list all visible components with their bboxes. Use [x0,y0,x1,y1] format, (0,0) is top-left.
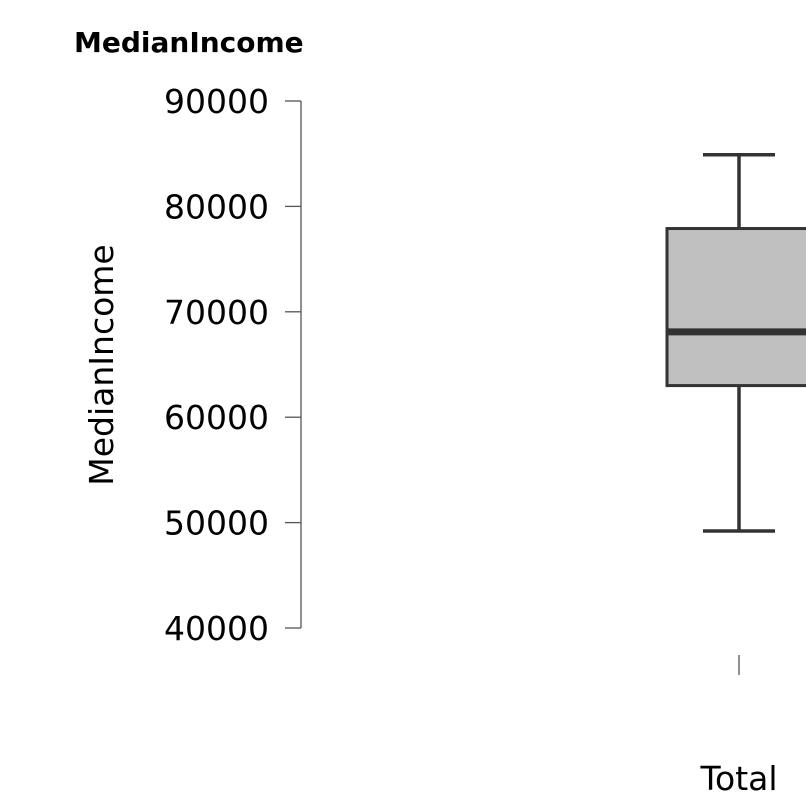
y-tick-label: 90000 [164,82,269,121]
y-tick-label: 60000 [164,398,269,437]
box-plot-total [665,153,806,533]
box-plots [665,153,806,533]
x-axis: Total [699,655,778,798]
y-axis-label: MedianIncome [82,244,121,485]
y-tick-label: 40000 [164,609,269,648]
y-tick-label: 80000 [164,187,269,226]
iqr-box [665,227,806,388]
x-tick-label: Total [699,759,777,798]
y-tick-label: 50000 [164,504,269,543]
y-tick-label: 70000 [164,293,269,332]
chart-title: MedianIncome [74,26,304,59]
y-axis: 40000 50000 60000 70000 80000 90000 [164,82,302,648]
